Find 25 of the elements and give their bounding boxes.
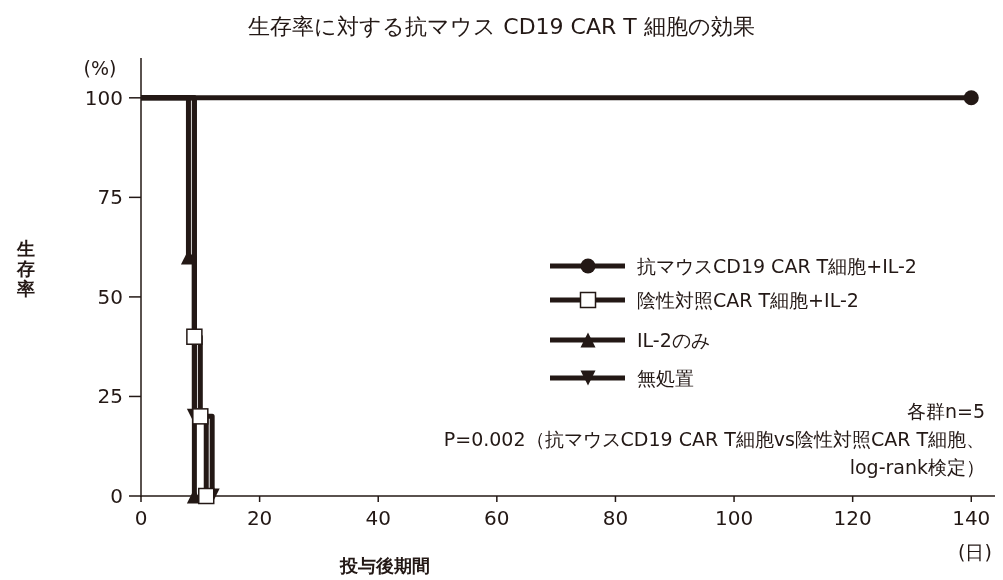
- legend-label: 抗マウスCD19 CAR T細胞+IL-2: [637, 255, 917, 277]
- annotation: log-rank検定）: [849, 456, 985, 478]
- y-axis-title: 生存率: [16, 238, 35, 299]
- y-tick-label: 25: [97, 384, 123, 409]
- x-tick-label: 80: [602, 506, 629, 530]
- text: (%): [83, 57, 117, 79]
- x-tick-label: 100: [714, 506, 754, 530]
- text: (日): [958, 541, 992, 563]
- annotation: 各群n=5: [906, 400, 985, 422]
- y-tick-label: 0: [110, 484, 123, 508]
- legend-label: IL-2のみ: [637, 329, 710, 351]
- x-axis-title: 投与後期間: [339, 555, 430, 576]
- chart-title: 生存率に対する抗マウス CD19 CAR T 細胞の効果: [248, 14, 755, 39]
- y-tick-label: 75: [97, 185, 123, 210]
- x-tick-label: 40: [365, 506, 391, 530]
- x-tick-label: 60: [484, 506, 510, 530]
- y-tick-label: 50: [97, 284, 123, 309]
- x-tick-label: 0: [134, 506, 148, 530]
- y-tick-label: 100: [84, 85, 123, 110]
- legend-label: 陰性対照CAR T細胞+IL-2: [637, 289, 859, 311]
- x-tick-label: 120: [833, 506, 872, 530]
- x-tick-label: 20: [246, 506, 273, 530]
- x-tick-label: 140: [952, 506, 991, 530]
- annotation: P=0.002（抗マウスCD19 CAR T細胞vs陰性対照CAR T細胞、: [443, 428, 985, 450]
- legend-label: 無処置: [637, 367, 694, 389]
